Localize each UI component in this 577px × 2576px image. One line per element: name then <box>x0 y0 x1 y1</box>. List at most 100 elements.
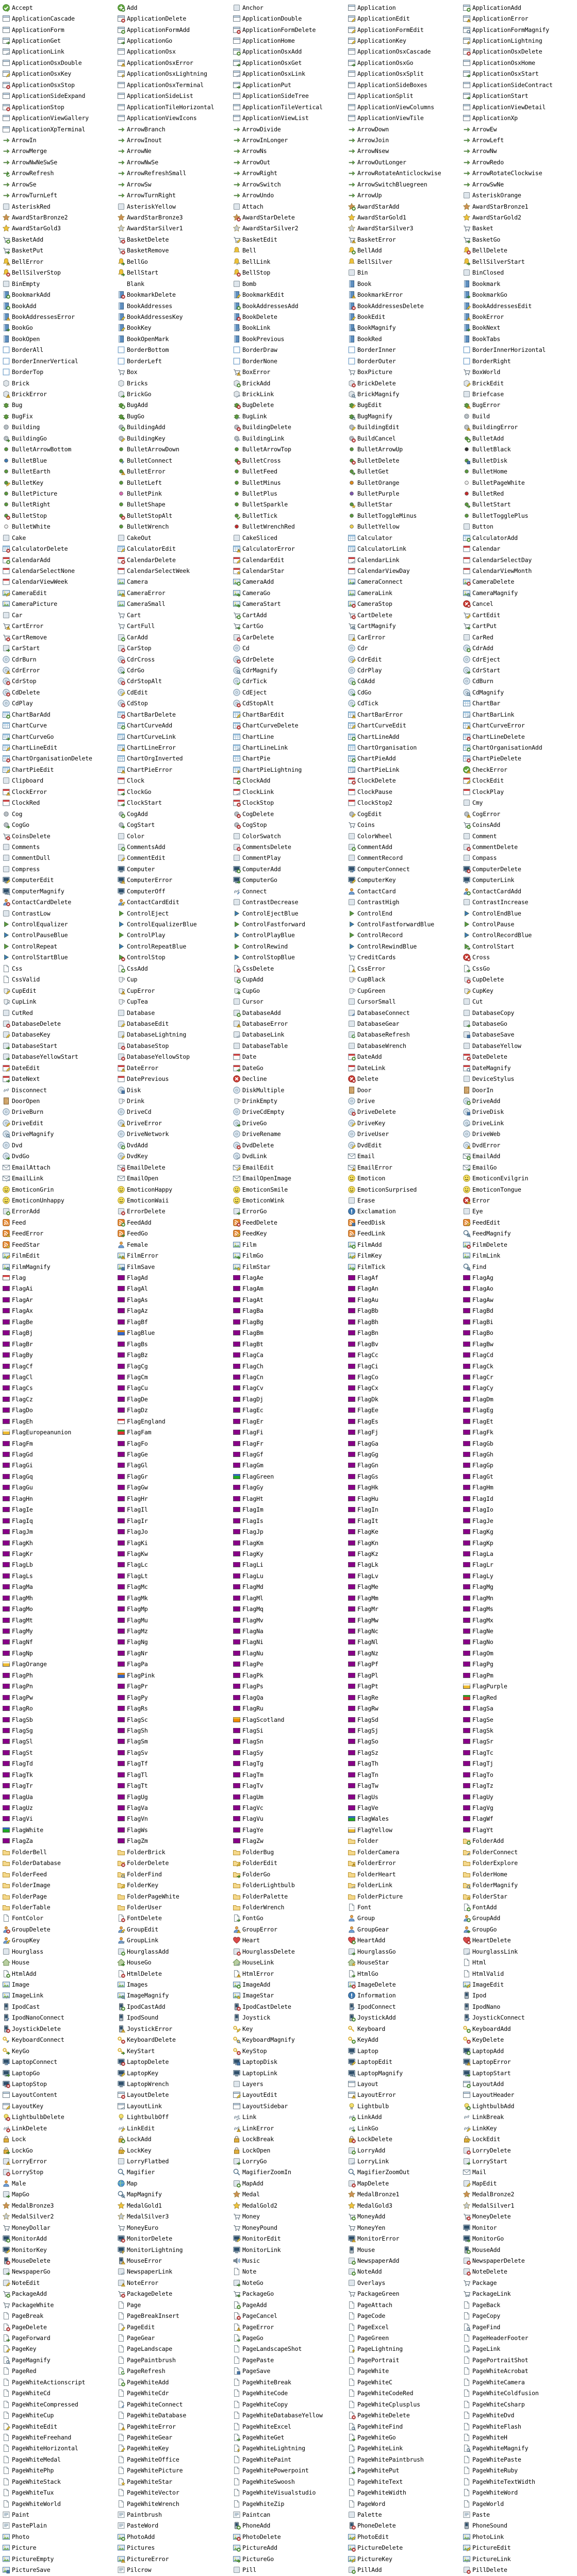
icon-entry[interactable]: FlagNl <box>345 1637 460 1648</box>
icon-entry[interactable]: CalendarSelectDay <box>460 554 577 565</box>
icon-entry[interactable]: AwardStarGold1 <box>345 212 460 223</box>
icon-entry[interactable]: CoinsDelete <box>0 831 115 841</box>
icon-entry[interactable]: PictureDelete <box>345 2543 460 2553</box>
icon-entry[interactable]: ColorSwatch <box>230 831 345 841</box>
icon-entry[interactable]: ArrowEw <box>460 124 577 134</box>
icon-entry[interactable]: FlagIq <box>0 1515 115 1526</box>
icon-entry[interactable]: FlagCk <box>460 1361 577 1371</box>
icon-entry[interactable]: DvdError <box>460 1140 577 1150</box>
icon-entry[interactable]: FlagTz <box>460 1780 577 1791</box>
icon-entry[interactable]: ControlStart <box>460 941 577 952</box>
icon-entry[interactable]: BrickDelete <box>345 378 460 388</box>
icon-entry[interactable]: ContactCard <box>345 886 460 896</box>
icon-entry[interactable]: FlagSz <box>345 1747 460 1758</box>
icon-entry[interactable]: Clock <box>115 775 230 786</box>
icon-entry[interactable]: FlagLk <box>345 1560 460 1570</box>
icon-entry[interactable]: KeyboardDelete <box>115 2035 230 2045</box>
icon-entry[interactable]: Package <box>460 2277 577 2288</box>
icon-entry[interactable]: ApplicationSideContract <box>460 79 577 90</box>
icon-entry[interactable]: FlagLr <box>460 1560 577 1570</box>
icon-entry[interactable]: LightbulbOff <box>115 2112 230 2123</box>
icon-entry[interactable]: BasketDelete <box>115 234 230 245</box>
icon-entry[interactable]: FlagNr <box>115 1648 230 1658</box>
icon-entry[interactable]: FlagTn <box>345 1769 460 1780</box>
icon-entry[interactable]: DatabaseKey <box>0 1029 115 1040</box>
icon-entry[interactable]: FlagTf <box>115 1758 230 1769</box>
icon-entry[interactable]: FolderPageWhite <box>115 1891 230 1902</box>
icon-entry[interactable]: BookmarkAdd <box>0 289 115 300</box>
icon-entry[interactable]: FontGo <box>230 1913 345 1924</box>
icon-entry[interactable]: FolderPage <box>0 1891 115 1902</box>
icon-entry[interactable]: Folder <box>345 1836 460 1846</box>
icon-entry[interactable]: BulletArrowBottom <box>0 444 115 455</box>
icon-entry[interactable]: JoystickConnect <box>460 2012 577 2023</box>
icon-entry[interactable]: PackageGo <box>230 2289 345 2299</box>
icon-entry[interactable]: FlagZa <box>0 1836 115 1846</box>
icon-entry[interactable]: KeyboardMagnify <box>230 2035 345 2045</box>
icon-entry[interactable]: BulletArrowTop <box>230 444 345 455</box>
icon-entry[interactable]: LinkDelete <box>0 2123 115 2133</box>
icon-entry[interactable]: FolderImage <box>0 1879 115 1890</box>
icon-entry[interactable]: FlagGr <box>115 1471 230 1482</box>
icon-entry[interactable]: LayoutDelete <box>115 2090 230 2100</box>
icon-entry[interactable]: Database <box>115 1007 230 1018</box>
icon-entry[interactable]: PageWhiteGear <box>115 2432 230 2443</box>
icon-entry[interactable]: ContactCardDelete <box>0 896 115 907</box>
icon-entry[interactable]: FlagKw <box>115 1548 230 1559</box>
icon-entry[interactable]: BookAddressesError <box>0 311 115 322</box>
icon-entry[interactable]: BookAddressesDelete <box>345 300 460 311</box>
icon-entry[interactable]: Drive <box>345 1095 460 1106</box>
icon-entry[interactable]: ControlEqualizerBlue <box>115 919 230 929</box>
icon-entry[interactable]: BulletWrenchRed <box>230 521 345 532</box>
icon-entry[interactable]: PageLandscapeShot <box>230 2344 345 2354</box>
icon-entry[interactable]: FlagEs <box>345 1416 460 1427</box>
icon-entry[interactable]: IpodSound <box>115 2012 230 2023</box>
icon-entry[interactable]: DatabaseDelete <box>0 1018 115 1029</box>
icon-entry[interactable]: PageMagnify <box>0 2354 115 2365</box>
icon-entry[interactable]: FlagLa <box>460 1548 577 1559</box>
icon-entry[interactable]: FlagGa <box>345 1438 460 1449</box>
icon-entry[interactable]: BellLink <box>230 256 345 267</box>
icon-entry[interactable]: BuildingKey <box>115 433 230 444</box>
icon-entry[interactable]: MouseError <box>115 2255 230 2266</box>
icon-entry[interactable]: ChartPieAdd <box>345 753 460 764</box>
icon-entry[interactable]: BugFix <box>0 411 115 421</box>
icon-entry[interactable]: FlagAw <box>460 1294 577 1305</box>
icon-entry[interactable]: ApplicationOsxHome <box>460 57 577 68</box>
icon-entry[interactable]: Mouse <box>345 2244 460 2255</box>
icon-entry[interactable]: PackageLink <box>460 2289 577 2299</box>
icon-entry[interactable]: Attach <box>230 201 345 212</box>
icon-entry[interactable]: FlagHt <box>230 1493 345 1504</box>
icon-entry[interactable]: Note <box>230 2266 345 2277</box>
icon-entry[interactable]: FlagBj <box>0 1328 115 1338</box>
icon-entry[interactable]: FlagMu <box>115 1615 230 1625</box>
icon-entry[interactable]: PageWhiteTextWidth <box>460 2476 577 2487</box>
icon-entry[interactable]: PageAdd <box>230 2299 345 2310</box>
icon-entry[interactable]: BorderOuter <box>345 355 460 366</box>
icon-entry[interactable]: ApplicationSideExpand <box>0 91 115 101</box>
icon-entry[interactable]: PageLink <box>460 2344 577 2354</box>
icon-entry[interactable]: ArrowRight <box>230 168 345 179</box>
icon-entry[interactable]: ArrowSwitchBluegreen <box>345 179 460 190</box>
icon-entry[interactable]: DriveNetwork <box>115 1129 230 1140</box>
icon-entry[interactable]: PageWhiteH <box>460 2432 577 2443</box>
icon-entry[interactable]: BugEdit <box>345 400 460 411</box>
icon-entry[interactable]: BuildingDelete <box>230 422 345 433</box>
icon-entry[interactable]: FeedKey <box>230 1228 345 1239</box>
icon-entry[interactable]: ApplicationXp <box>460 112 577 123</box>
icon-entry[interactable]: ChartLineDelete <box>460 731 577 742</box>
icon-entry[interactable]: BrickAdd <box>230 378 345 388</box>
icon-entry[interactable]: ApplicationSplit <box>345 91 460 101</box>
icon-entry[interactable]: PageCopy <box>460 2310 577 2321</box>
icon-entry[interactable]: Date <box>230 1052 345 1062</box>
icon-entry[interactable]: DriveEdit <box>0 1117 115 1128</box>
icon-entry[interactable]: FlagMw <box>345 1615 460 1625</box>
icon-entry[interactable]: FlagOrange <box>0 1659 115 1670</box>
icon-entry[interactable]: PageWhiteWrench <box>115 2498 230 2509</box>
icon-entry[interactable]: LayoutLink <box>115 2100 230 2111</box>
icon-entry[interactable]: FlagCi <box>345 1361 460 1371</box>
icon-entry[interactable]: CalendarAdd <box>0 554 115 565</box>
icon-entry[interactable]: BulletStopAlt <box>115 510 230 521</box>
icon-entry[interactable]: LockGo <box>0 2145 115 2156</box>
icon-entry[interactable]: CdBurn <box>460 676 577 687</box>
